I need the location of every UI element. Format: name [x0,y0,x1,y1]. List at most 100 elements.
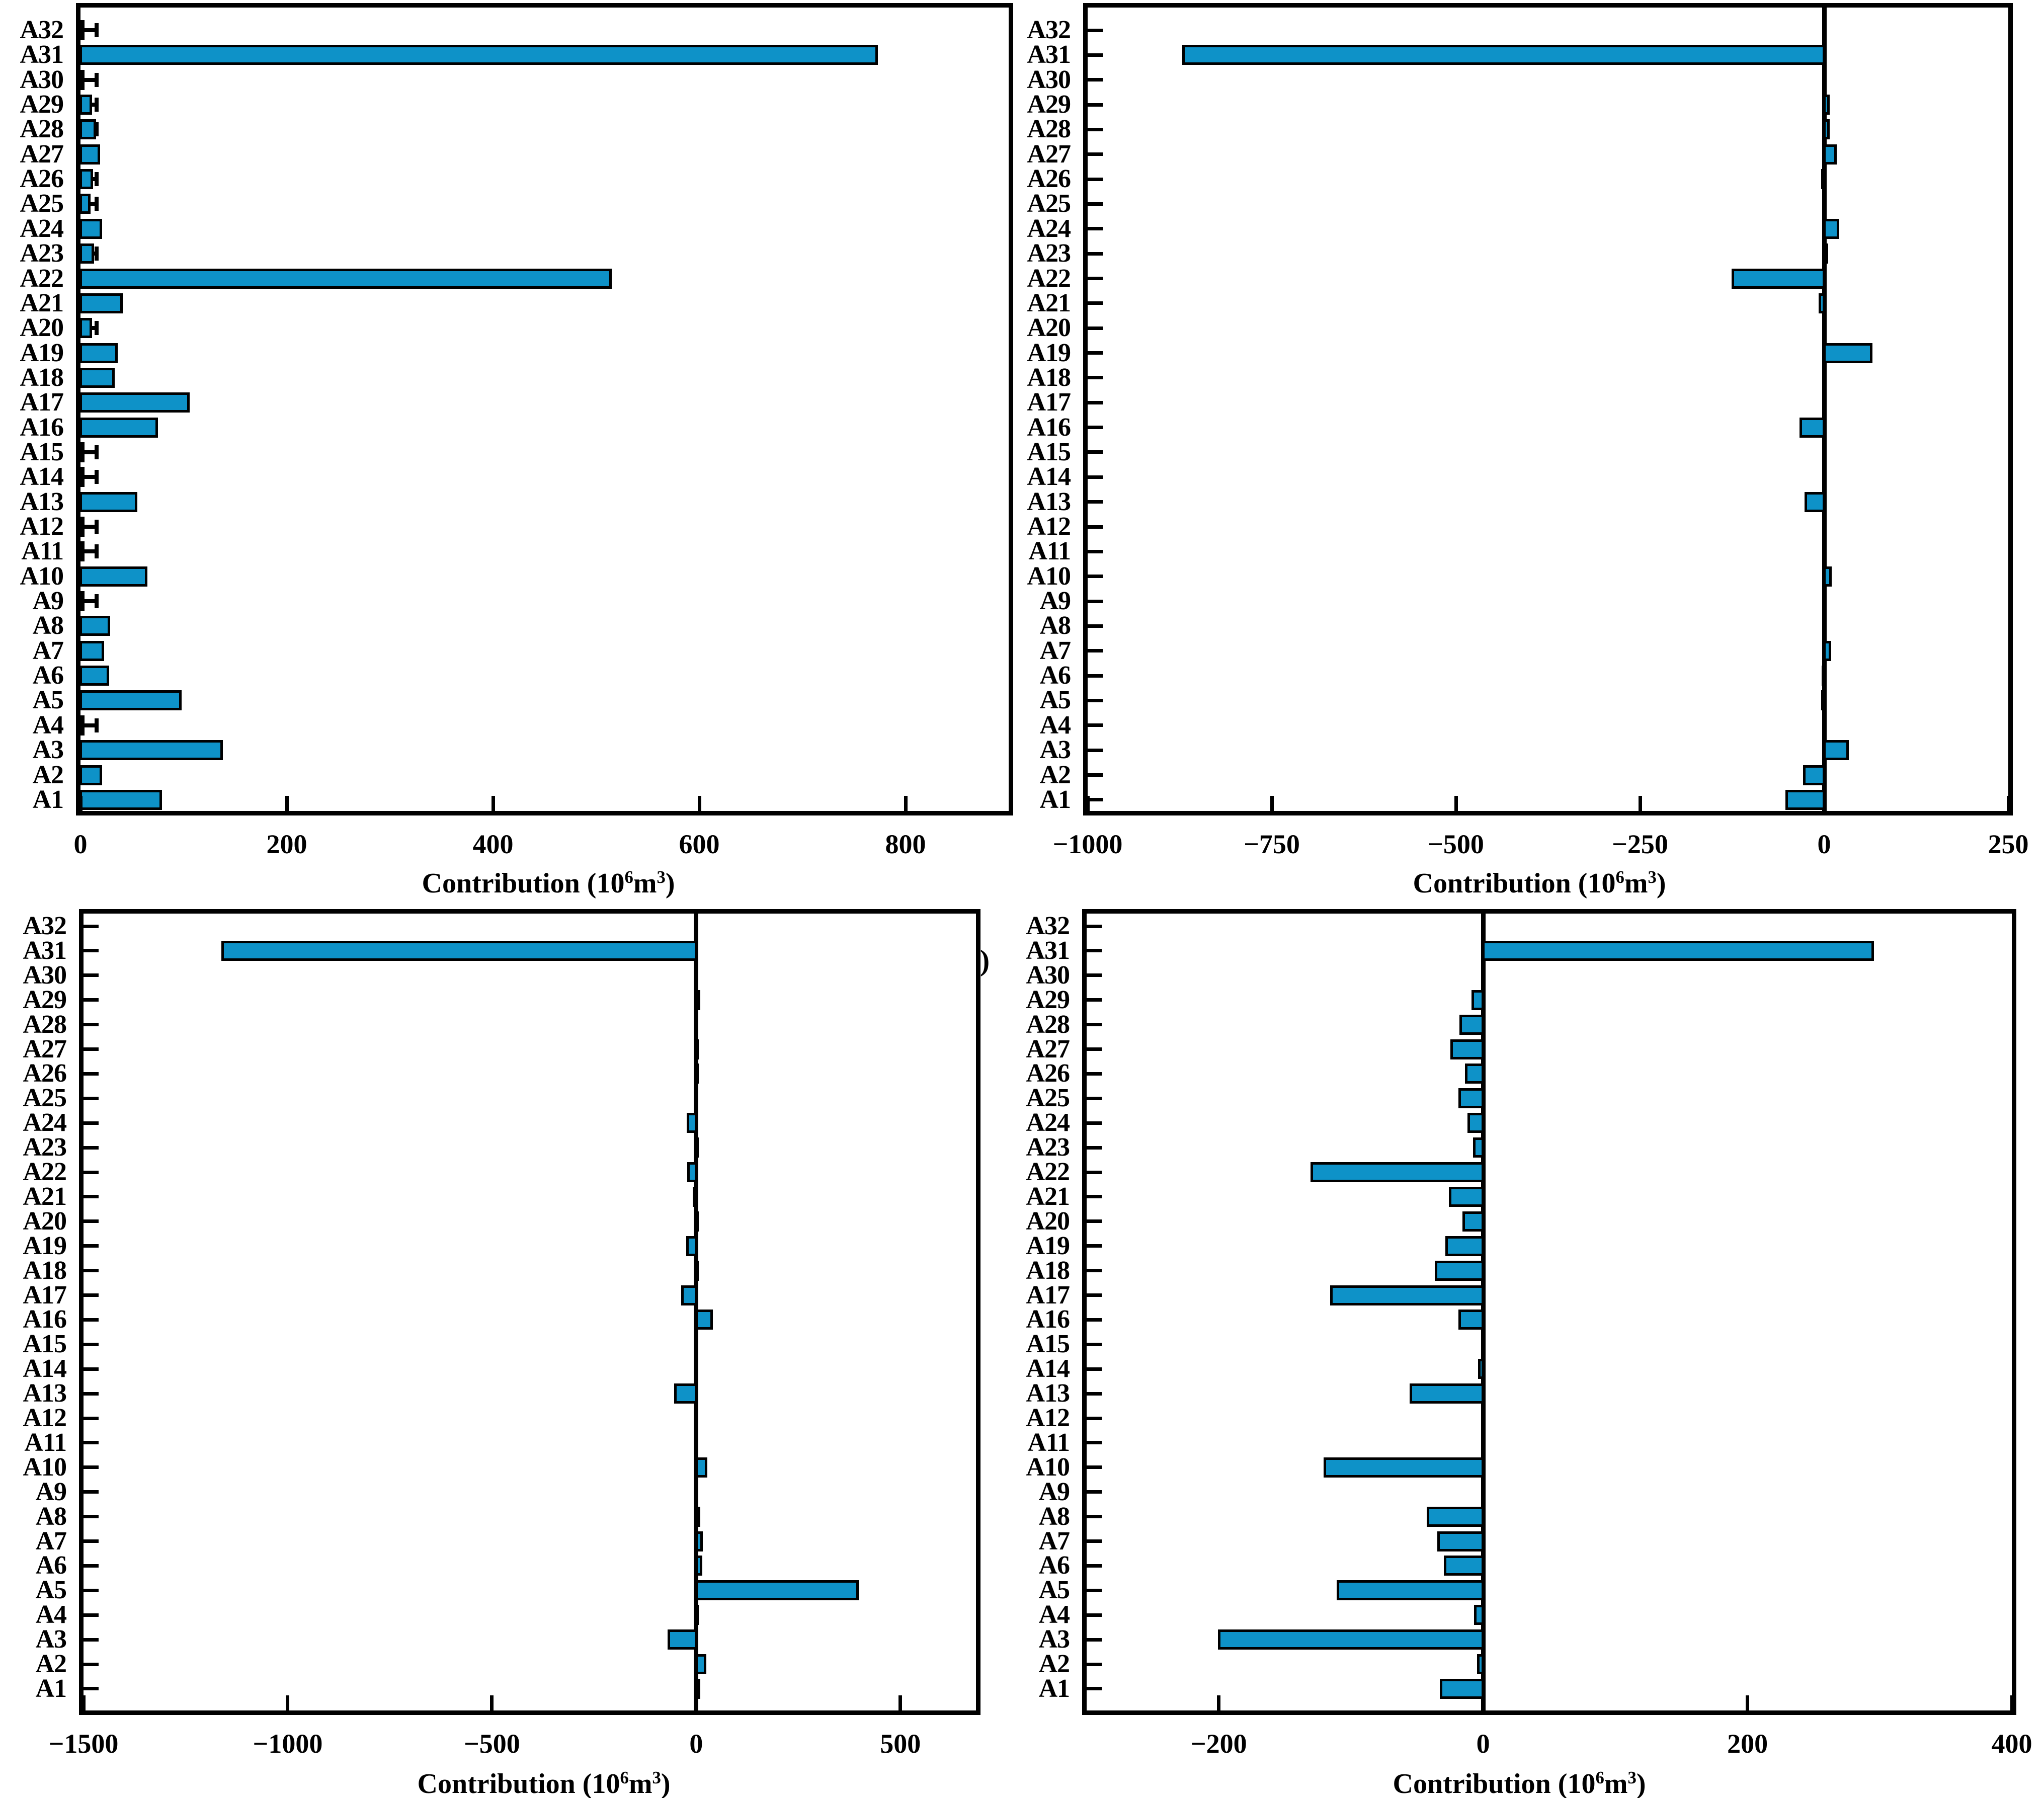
bar-A32 [79,20,85,40]
y-tick [84,1687,99,1691]
y-tick [1087,1072,1102,1076]
x-tick [1454,796,1458,811]
x-tick-label: 400 [1991,1729,2032,1759]
y-tick [1087,1539,1102,1543]
y-tick [1087,1269,1102,1273]
category-label: A15 [20,437,64,466]
category-label: A11 [1028,537,1071,566]
y-tick [1087,973,1102,977]
category-label: A8 [1039,611,1071,640]
category-label: A15 [1026,1330,1070,1359]
y-tick [1087,1564,1102,1568]
y-tick [84,1318,99,1322]
category-label: A23 [1027,239,1071,268]
bar-A7 [79,640,105,661]
x-tick [78,796,83,811]
category-label: A20 [1026,1206,1070,1236]
category-label: A19 [1027,338,1071,367]
y-tick [84,1072,99,1076]
category-label: A10 [23,1452,67,1482]
category-label: A17 [1027,388,1071,417]
bar-A7 [1823,640,1831,661]
category-label: A3 [1039,735,1071,765]
error-cap [95,470,99,484]
bar-A17 [79,392,190,413]
x-tick [697,796,701,811]
zero-axis-line [1822,8,1827,811]
bar-A3 [1823,740,1849,761]
y-tick [1087,949,1102,953]
bar-A2 [1803,765,1825,785]
bar-A19 [686,1236,697,1256]
category-label: A25 [1026,1084,1070,1113]
category-label: A23 [23,1133,67,1162]
category-label: A7 [1039,636,1071,665]
bar-A27 [693,1039,699,1059]
category-label: A2 [1039,760,1071,789]
x-tick [1638,796,1642,811]
bar-A17 [1330,1285,1485,1305]
y-tick [1088,78,1103,82]
x-axis-title: Contribution (106m3) [418,1762,671,1798]
y-tick [84,1170,99,1174]
bar-A10 [1323,1457,1485,1478]
category-label: A14 [23,1354,67,1383]
category-label: A16 [1027,413,1071,442]
category-label: A31 [1026,936,1070,965]
x-tick-label: 200 [266,829,307,859]
error-cap [95,172,99,187]
y-tick [1088,624,1103,628]
x-tick-label: 600 [679,829,720,859]
bar-A21 [1449,1186,1485,1207]
x-axis-title: Contribution (106m3) [1393,1762,1646,1798]
x-tick [1217,1695,1221,1710]
bar-A16 [1458,1310,1485,1330]
y-tick [1087,1244,1102,1248]
category-label: A19 [23,1231,67,1260]
category-label: A5 [1039,686,1071,715]
y-tick [1088,28,1103,32]
y-tick [84,1588,99,1592]
bar-A4 [79,715,85,735]
y-tick [1087,1662,1102,1666]
y-tick [1087,1515,1102,1519]
category-label: A9 [1038,1477,1070,1506]
category-label: A8 [1038,1502,1070,1531]
y-tick [1088,500,1103,504]
category-label: A7 [35,1526,67,1556]
axis-title-m: m [633,868,657,900]
category-label: A14 [1027,462,1071,492]
y-tick [1088,426,1103,430]
y-tick [1088,227,1103,231]
bar-A6 [79,666,110,686]
bar-A1 [1785,789,1825,810]
bar-A26 [1821,169,1826,190]
y-tick [1088,252,1103,256]
x-tick [1086,796,1090,811]
bar-A19 [79,343,118,363]
category-label: A24 [20,214,64,243]
y-tick [84,1441,99,1445]
x-tick-label: −750 [1244,829,1300,859]
y-tick [1088,649,1103,653]
bar-A18 [693,1260,699,1281]
category-label: A10 [20,561,64,591]
category-label: A29 [1026,985,1070,1014]
bar-A13 [1805,492,1825,512]
category-label: A10 [1026,1452,1070,1482]
category-label: A23 [1026,1133,1070,1162]
bar-A21 [1819,293,1825,313]
category-label: A26 [23,1059,67,1088]
bar-A13 [1409,1383,1485,1404]
y-tick [84,1244,99,1248]
bar-A15 [79,442,85,462]
category-label: A11 [24,1428,67,1457]
category-label: A12 [20,512,64,541]
category-label: A1 [1038,1674,1070,1703]
x-tick [1746,1695,1750,1710]
y-tick [1087,1638,1102,1642]
category-label: A13 [23,1379,67,1408]
x-tick [1822,796,1826,811]
category-label: A10 [1027,561,1071,591]
